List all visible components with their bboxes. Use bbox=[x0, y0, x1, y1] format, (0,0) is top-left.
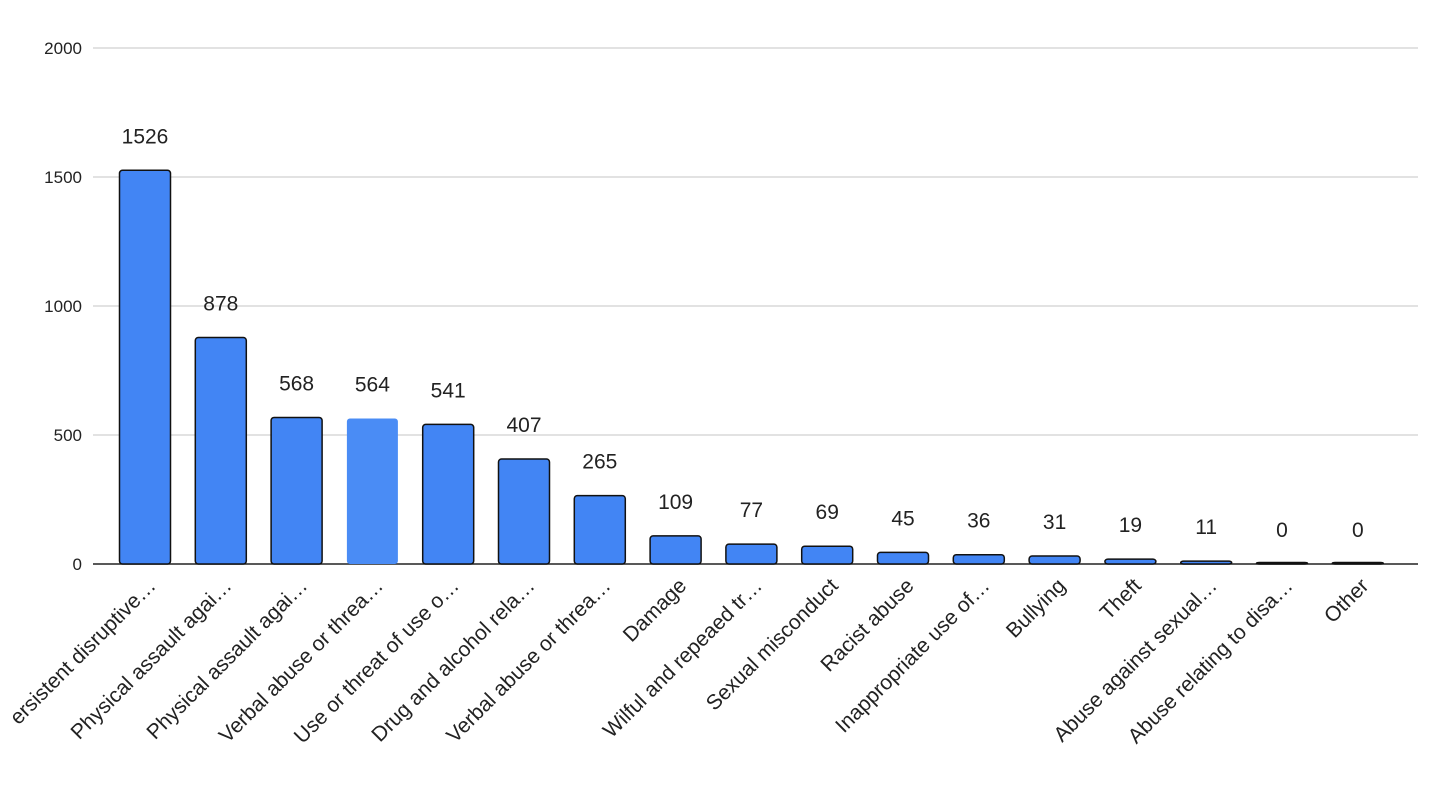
bar bbox=[1179, 560, 1233, 565]
bar bbox=[1028, 555, 1081, 565]
y-tick-label: 500 bbox=[54, 426, 82, 445]
data-labels: 1526 878 568 564 541 407 265 109 77 69 45 36 31 19 11 0… bbox=[122, 125, 1364, 542]
data-label: 36 bbox=[967, 510, 990, 533]
bar bbox=[1255, 561, 1309, 565]
data-label: 19 bbox=[1119, 514, 1142, 537]
data-label: 541 bbox=[431, 379, 466, 402]
x-tick-label: Bullying bbox=[1002, 574, 1070, 642]
bar bbox=[421, 423, 475, 565]
x-tick-label: Theft bbox=[1096, 574, 1146, 624]
bar bbox=[649, 535, 702, 565]
bar bbox=[346, 418, 398, 564]
x-tick-label: ersistent disruptive… bbox=[6, 574, 161, 729]
data-label: 407 bbox=[506, 414, 541, 437]
bar bbox=[725, 543, 778, 565]
bar bbox=[497, 458, 551, 565]
x-tick-label: Sexual misconduct bbox=[702, 574, 843, 715]
bar bbox=[194, 336, 248, 565]
bar bbox=[952, 553, 1006, 565]
x-tick-label: Other bbox=[1320, 574, 1373, 627]
y-axis-ticks: 0 500 1000 1500 2000 bbox=[44, 39, 82, 574]
x-axis-ticks: ersistent disruptive…Physical assault ag… bbox=[6, 574, 1374, 748]
data-label: 77 bbox=[740, 499, 763, 522]
data-label: 45 bbox=[891, 507, 914, 530]
data-label: 564 bbox=[355, 373, 390, 396]
data-label: 109 bbox=[658, 491, 693, 514]
data-label: 1526 bbox=[122, 125, 169, 148]
data-label: 11 bbox=[1195, 516, 1217, 539]
bars bbox=[118, 169, 1385, 565]
bar bbox=[118, 169, 172, 565]
data-label: 878 bbox=[203, 292, 238, 315]
bar bbox=[1104, 558, 1157, 565]
y-tick-label: 1000 bbox=[44, 297, 82, 316]
data-label: 31 bbox=[1043, 511, 1066, 534]
data-label: 0 bbox=[1276, 519, 1288, 542]
data-label: 568 bbox=[279, 372, 314, 395]
bar bbox=[1331, 561, 1385, 565]
data-label: 69 bbox=[816, 501, 839, 524]
y-tick-label: 1500 bbox=[44, 168, 82, 187]
data-label: 0 bbox=[1352, 519, 1364, 542]
data-label: 265 bbox=[582, 451, 617, 474]
y-tick-label: 2000 bbox=[44, 39, 82, 58]
x-tick-label: Damage bbox=[619, 574, 691, 646]
bar bbox=[270, 416, 323, 565]
bar bbox=[800, 545, 854, 565]
y-tick-label: 0 bbox=[73, 555, 82, 574]
bar bbox=[573, 494, 627, 565]
x-tick-label: Inappropriate use of… bbox=[831, 574, 994, 737]
bar bbox=[876, 551, 930, 565]
